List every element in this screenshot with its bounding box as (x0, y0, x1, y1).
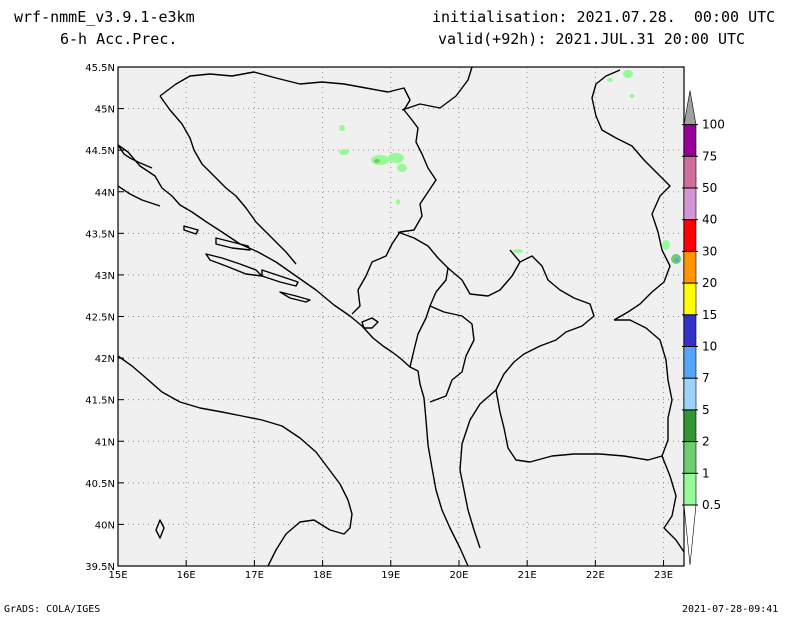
adriatic-east-coast (117, 144, 469, 567)
italy-gulf (155, 519, 165, 539)
legend-top-arrow (683, 90, 697, 125)
legend-level-label: 75 (702, 149, 717, 163)
x-tick-label: 17E (245, 570, 264, 581)
legend-level-label: 100 (702, 118, 725, 132)
map-grid (118, 67, 684, 566)
istria-coast (117, 185, 161, 207)
legend-color-swatch (683, 346, 697, 379)
kosovo-serbia-border (447, 255, 595, 463)
y-tick-label: 45N (95, 105, 115, 116)
legend-color-swatch (683, 156, 697, 189)
x-tick-label: 23E (654, 570, 673, 581)
model-name: wrf-nmmE_v3.9.1-e3km (14, 8, 195, 26)
legend-bottom-arrow (683, 504, 697, 566)
legend-level-label: 5 (702, 403, 710, 417)
italy-coast (117, 355, 353, 567)
island-5 (183, 225, 199, 235)
x-tick-label: 15E (108, 570, 127, 581)
legend-color-swatch (683, 472, 697, 506)
y-tick-label: 43.5N (85, 229, 115, 240)
precip-areas (339, 70, 681, 264)
precip-area-north-east (607, 70, 634, 98)
albania-north-border (429, 305, 475, 403)
y-tick-label: 43N (95, 271, 115, 282)
y-tick-label: 42N (95, 354, 115, 365)
coastlines (117, 144, 469, 567)
island-1 (215, 237, 251, 251)
axis-ticks: 15E 16E 17E 18E 19E 20E 21E 22E 23E 45.5N 45N 44.5N… (85, 63, 673, 581)
serbia-bulgaria-border (591, 69, 671, 321)
y-tick-label: 39.5N (85, 562, 115, 573)
y-tick-label: 41.5N (85, 396, 115, 407)
legend-color-swatch (683, 441, 697, 474)
y-tick-label: 40N (95, 520, 115, 531)
x-tick-label: 18E (313, 570, 332, 581)
legend-color-swatch (683, 251, 697, 284)
y-tick-label: 41N (95, 437, 115, 448)
island-4 (279, 291, 311, 303)
y-tick-label: 40.5N (85, 479, 115, 490)
precip-area-east (513, 240, 681, 264)
montenegro-border (397, 231, 449, 368)
legend-color-swatch (683, 282, 697, 316)
map-background (118, 67, 684, 566)
legend-level-label: 7 (702, 371, 710, 385)
footer-credit: GrADS: COLA/IGES (4, 604, 101, 615)
kotor-bay (361, 317, 379, 329)
field-name: 6-h Acc.Prec. (60, 30, 178, 48)
y-tick-label: 44N (95, 188, 115, 199)
albania-greece-border (459, 389, 497, 549)
y-tick-label: 44.5N (85, 146, 115, 157)
y-tick-label: 45.5N (85, 63, 115, 74)
legend-level-label: 20 (702, 276, 717, 290)
legend-color-swatch (683, 219, 697, 252)
valid-time: valid(+92h): 2021.JUL.31 20:00 UTC (438, 30, 746, 48)
precip-area-bosnia (339, 125, 407, 205)
bosnia-border (159, 71, 437, 315)
x-tick-label: 20E (449, 570, 468, 581)
precip-legend: 0.5 1 2 5 7 10 15 20 30 40 50 75 100 (682, 90, 725, 566)
country-borders (159, 66, 685, 553)
greece-coast (661, 455, 685, 553)
croatia-bosnia-border (159, 95, 297, 265)
kosovo-notch (509, 249, 521, 263)
init-time: initialisation: 2021.07.28. 00:00 UTC (432, 8, 776, 26)
legend-level-label: 30 (702, 244, 717, 258)
x-tick-label: 16E (177, 570, 196, 581)
macedonia-border (529, 319, 673, 463)
legend-color-swatch (683, 409, 697, 442)
footer-timestamp: 2021-07-28-09:41 (682, 604, 779, 615)
x-tick-label: 21E (518, 570, 537, 581)
legend-level-label: 1 (702, 466, 710, 480)
legend-color-swatch (683, 377, 697, 411)
island-3 (261, 269, 299, 287)
legend-level-label: 15 (702, 308, 717, 322)
x-tick-label: 22E (586, 570, 605, 581)
legend-level-label: 10 (702, 340, 717, 354)
legend-color-swatch (683, 187, 697, 221)
legend-color-swatch (683, 124, 697, 157)
legend-level-label: 40 (702, 213, 717, 227)
serbia-north-border (401, 66, 473, 111)
kvarner-coast (117, 144, 153, 169)
legend-level-label: 50 (702, 181, 717, 195)
legend-level-label: 0.5 (702, 498, 721, 512)
legend-level-label: 2 (702, 435, 710, 449)
legend-color-swatch (683, 314, 697, 347)
x-tick-label: 19E (381, 570, 400, 581)
y-tick-label: 42.5N (85, 313, 115, 324)
